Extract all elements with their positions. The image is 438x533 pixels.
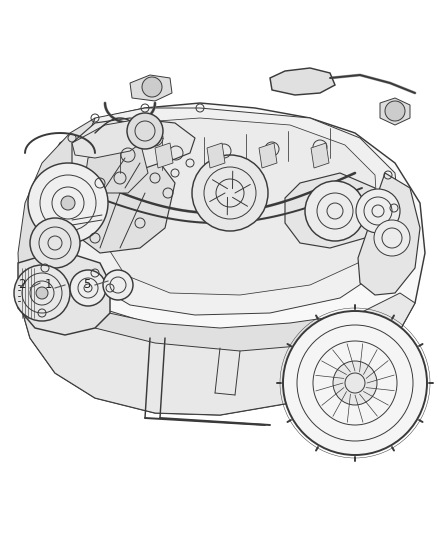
Polygon shape [259,143,277,168]
Polygon shape [72,118,148,158]
Polygon shape [72,108,400,315]
Polygon shape [18,255,110,335]
Polygon shape [207,143,225,168]
Polygon shape [380,98,410,125]
Text: 2: 2 [18,279,26,292]
Circle shape [142,77,162,97]
Polygon shape [72,118,195,193]
Polygon shape [358,173,420,295]
Circle shape [70,270,106,306]
Circle shape [192,155,268,231]
Circle shape [374,220,410,256]
Circle shape [28,163,108,243]
Polygon shape [285,173,380,248]
Circle shape [14,265,70,321]
Text: 1: 1 [44,279,52,292]
Circle shape [283,311,427,455]
Polygon shape [18,118,95,303]
Polygon shape [105,118,378,295]
Circle shape [61,196,75,210]
Polygon shape [72,163,175,253]
Circle shape [36,287,48,299]
Circle shape [356,189,400,233]
Polygon shape [270,68,335,95]
Circle shape [103,270,133,300]
Polygon shape [130,75,172,101]
Circle shape [305,181,365,241]
Circle shape [127,113,163,149]
Circle shape [333,361,377,405]
Circle shape [30,218,80,268]
Circle shape [385,101,405,121]
Polygon shape [85,141,148,193]
Polygon shape [155,143,173,168]
Polygon shape [20,103,425,415]
Polygon shape [20,268,415,415]
Text: 5: 5 [83,279,91,292]
Polygon shape [311,143,329,168]
Polygon shape [95,311,370,351]
